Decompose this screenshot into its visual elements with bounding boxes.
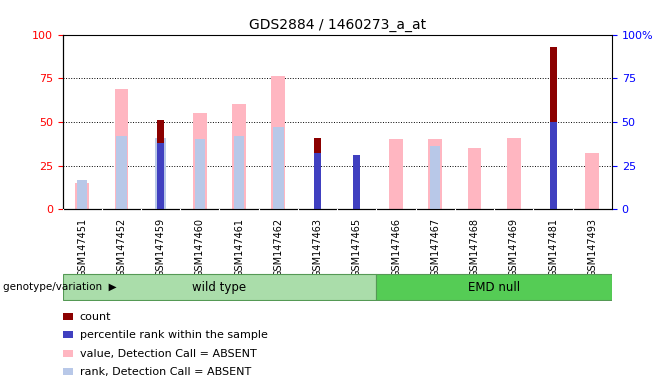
Bar <box>428 139 442 209</box>
Bar <box>390 139 403 209</box>
Text: GSM147465: GSM147465 <box>352 218 362 277</box>
Bar <box>195 139 205 209</box>
Text: GSM147469: GSM147469 <box>509 218 519 277</box>
Bar <box>314 153 321 209</box>
FancyBboxPatch shape <box>376 274 612 300</box>
Bar <box>314 137 321 209</box>
FancyBboxPatch shape <box>63 274 376 300</box>
Bar <box>155 137 166 209</box>
Bar <box>272 76 285 209</box>
Text: wild type: wild type <box>192 281 247 293</box>
Text: count: count <box>80 312 111 322</box>
Bar <box>507 137 520 209</box>
Bar <box>353 157 361 209</box>
Text: GSM147452: GSM147452 <box>116 218 126 278</box>
Bar <box>549 47 557 209</box>
Text: GSM147463: GSM147463 <box>313 218 322 277</box>
Bar <box>586 153 599 209</box>
Bar <box>353 155 361 209</box>
Bar <box>273 127 284 209</box>
Title: GDS2884 / 1460273_a_at: GDS2884 / 1460273_a_at <box>249 18 426 32</box>
Text: rank, Detection Call = ABSENT: rank, Detection Call = ABSENT <box>80 367 251 377</box>
Bar <box>430 146 440 209</box>
Bar <box>193 113 207 209</box>
Bar <box>232 104 246 209</box>
Text: GSM147468: GSM147468 <box>470 218 480 277</box>
Text: GSM147481: GSM147481 <box>548 218 558 277</box>
Text: genotype/variation  ▶: genotype/variation ▶ <box>3 282 117 292</box>
Text: percentile rank within the sample: percentile rank within the sample <box>80 330 268 340</box>
Text: GSM147451: GSM147451 <box>77 218 87 277</box>
Text: GSM147493: GSM147493 <box>588 218 597 277</box>
Bar <box>157 143 164 209</box>
Text: GSM147462: GSM147462 <box>273 218 284 277</box>
Text: GSM147466: GSM147466 <box>391 218 401 277</box>
Bar <box>468 148 482 209</box>
Bar <box>157 120 164 209</box>
Bar <box>77 180 88 209</box>
Text: GSM147459: GSM147459 <box>156 218 166 277</box>
Bar <box>75 183 89 209</box>
Text: GSM147460: GSM147460 <box>195 218 205 277</box>
Bar <box>114 89 128 209</box>
Text: GSM147467: GSM147467 <box>430 218 440 277</box>
Bar <box>549 122 557 209</box>
Text: EMD null: EMD null <box>468 281 520 293</box>
Bar <box>116 136 126 209</box>
Text: value, Detection Call = ABSENT: value, Detection Call = ABSENT <box>80 349 257 359</box>
Text: GSM147461: GSM147461 <box>234 218 244 277</box>
Bar <box>234 136 244 209</box>
